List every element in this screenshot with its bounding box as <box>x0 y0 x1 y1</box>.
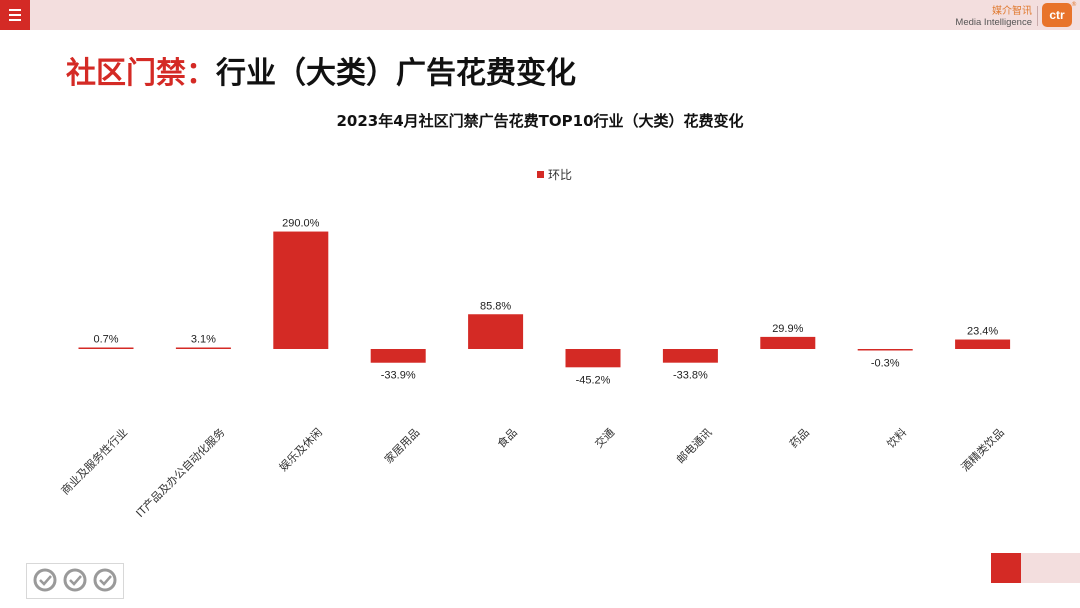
bar-8 <box>857 349 913 351</box>
bar-5 <box>565 349 621 368</box>
bar-6 <box>662 349 718 363</box>
bar-7 <box>760 336 816 349</box>
category-label-0: 商业及服务性行业 <box>58 425 130 497</box>
bar-3 <box>370 349 426 363</box>
certification-seals <box>26 563 124 599</box>
data-label-6: -33.8% <box>673 370 708 382</box>
category-label-2: 娱乐及休闲 <box>276 425 325 474</box>
sgs-seal-icon <box>33 568 57 592</box>
category-label-7: 药品 <box>787 426 812 451</box>
brand-block: 媒介智讯 Media Intelligence <box>955 6 1032 28</box>
bar-9 <box>955 339 1011 349</box>
category-label-8: 饮料 <box>884 425 909 450</box>
category-label-3: 家居用品 <box>381 425 422 466</box>
category-label-9: 酒精类饮品 <box>958 425 1007 474</box>
chart-title: 2023年4月社区门禁广告花费TOP10行业（大类）花费变化 <box>336 112 744 130</box>
page-title-main: 行业（大类）广告花费变化 <box>216 56 576 91</box>
category-label-6: 邮电通讯 <box>674 426 714 466</box>
decor-block-red <box>991 553 1021 583</box>
bar-4 <box>468 314 524 349</box>
data-label-0: 0.7% <box>93 334 118 346</box>
legend-swatch <box>537 171 544 178</box>
legend-label: 环比 <box>548 168 573 182</box>
registered-mark: ® <box>1071 1 1077 8</box>
menu-icon[interactable] <box>0 0 30 30</box>
data-label-4: 85.8% <box>480 300 511 312</box>
bar-1 <box>175 347 231 349</box>
category-label-1: IT产品及办公自动化服务 <box>133 425 228 520</box>
category-label-5: 交通 <box>592 425 617 450</box>
data-label-3: -33.9% <box>381 370 416 382</box>
category-label-4: 食品 <box>494 425 519 450</box>
bar-chart: 0.7% 商业及服务性行业 3.1% IT产品及办公自动化服务 290.0% 娱乐及休闲 -… <box>58 218 1011 520</box>
sgs-seal-icon <box>63 568 87 592</box>
bar-2 <box>273 231 329 349</box>
data-label-9: 23.4% <box>967 326 998 338</box>
brand-en: Media Intelligence <box>955 17 1032 28</box>
page-title: 社区门禁：行业（大类）广告花费变化 <box>66 48 576 92</box>
page-title-prefix: 社区门禁： <box>66 56 216 91</box>
data-label-1: 3.1% <box>191 334 216 346</box>
ctr-logo: ctr <box>1042 3 1072 27</box>
chart-legend: 环比 <box>537 166 572 183</box>
bar-0 <box>78 347 134 349</box>
data-label-8: -0.3% <box>871 358 900 370</box>
brand-divider <box>1037 6 1038 26</box>
top-bar <box>0 0 1080 30</box>
data-label-7: 29.9% <box>772 323 803 335</box>
brand-cn: 媒介智讯 <box>992 6 1032 17</box>
sgs-seal-icon <box>93 568 117 592</box>
data-label-2: 290.0% <box>282 218 320 230</box>
decor-block-pink <box>1021 553 1080 583</box>
data-label-5: -45.2% <box>576 374 611 386</box>
